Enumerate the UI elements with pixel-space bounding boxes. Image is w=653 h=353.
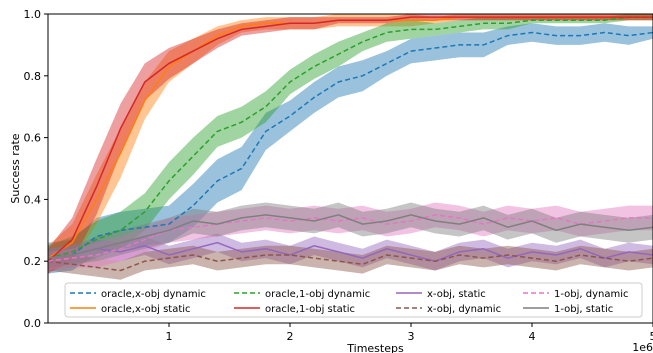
x-tick-label: 4 [529,330,536,343]
y-tick-label: 0.4 [24,193,42,206]
legend-label-x-obj-static: x-obj, static [427,289,486,300]
x-tick-label: 1 [166,330,173,343]
y-tick-label: 0.2 [24,255,42,268]
x-axis-multiplier: 1e6 [632,341,653,353]
x-tick-label: 2 [287,330,294,343]
band-x-obj-static [48,233,653,271]
line-oracle-1-obj-dynamic [47,16,653,259]
line-oracle-x-obj-dynamic [47,31,653,259]
legend-label-oracle-x-obj-dynamic: oracle,x-obj dynamic [101,289,206,300]
legend-box [64,282,643,318]
line-oracle-1-obj-static [47,16,653,262]
y-axis-label: Success rate [9,133,22,203]
x-axis-label: Timesteps [346,342,404,353]
legend-label-oracle-1-obj-static: oracle,1-obj static [265,304,355,315]
legend-label-x-obj-dynamic: x-obj, dynamic [427,304,501,315]
legend-label-1-obj-dynamic: 1-obj, dynamic [554,289,629,300]
y-tick-label: 0.6 [24,132,42,145]
y-tick-label: 0.8 [24,70,42,83]
legend-label-1-obj-static: 1-obj, static [554,304,613,315]
confidence-bands [48,14,653,280]
legend-label-oracle-x-obj-static: oracle,x-obj static [101,304,191,315]
band-1-obj-static [48,202,653,268]
x-tick-label: 3 [408,330,415,343]
series-lines [47,16,653,272]
axes: 0.0 0.2 0.4 0.6 0.8 1.0 1 2 3 4 5 Success rate Times… [9,8,653,353]
plot-frame [47,13,653,324]
band-1-obj-dynamic [48,202,653,271]
legend-label-oracle-1-obj-dynamic: oracle,1-obj dynamic [265,289,370,300]
band-oracle-x-obj-dynamic [48,23,653,274]
x-tick-label: 5 [650,330,653,343]
line-x-obj-dynamic [47,254,653,272]
line-x-obj-static [47,241,653,262]
y-tick-label: 0.0 [24,317,42,330]
y-tick-label: 1.0 [24,8,42,21]
band-oracle-1-obj-dynamic [48,14,653,271]
legend: oracle,x-obj dynamic oracle,x-obj static o… [64,282,643,318]
line-1-obj-static [47,214,653,259]
